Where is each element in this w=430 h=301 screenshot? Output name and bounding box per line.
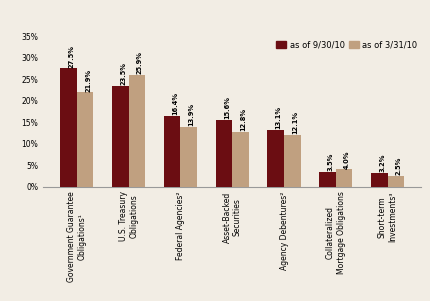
Bar xyxy=(181,127,197,187)
Text: 12.8%: 12.8% xyxy=(240,107,246,131)
Text: 3.2%: 3.2% xyxy=(379,154,385,172)
Text: 4.0%: 4.0% xyxy=(344,150,350,169)
Bar xyxy=(336,169,353,187)
Text: 23.5%: 23.5% xyxy=(120,62,126,85)
Legend: as of 9/30/10, as of 3/31/10: as of 9/30/10, as of 3/31/10 xyxy=(276,40,417,49)
Bar xyxy=(387,176,404,187)
Bar xyxy=(371,173,387,187)
Bar xyxy=(267,130,284,187)
Text: 27.5%: 27.5% xyxy=(68,45,74,67)
Bar xyxy=(77,92,93,187)
Text: 13.1%: 13.1% xyxy=(276,106,282,129)
Bar xyxy=(319,172,336,187)
Bar xyxy=(164,116,181,187)
Text: 25.9%: 25.9% xyxy=(137,51,143,74)
Bar xyxy=(112,85,129,187)
Text: 13.9%: 13.9% xyxy=(189,103,195,126)
Bar xyxy=(284,135,301,187)
Text: 21.9%: 21.9% xyxy=(85,68,91,92)
Text: 15.6%: 15.6% xyxy=(224,96,230,119)
Text: 12.1%: 12.1% xyxy=(292,110,298,134)
Text: 2.5%: 2.5% xyxy=(396,157,402,175)
Bar xyxy=(129,75,145,187)
Bar xyxy=(215,119,232,187)
Text: 16.4%: 16.4% xyxy=(172,92,178,115)
Bar xyxy=(60,68,77,187)
Text: 3.5%: 3.5% xyxy=(328,152,334,171)
Bar xyxy=(232,132,249,187)
